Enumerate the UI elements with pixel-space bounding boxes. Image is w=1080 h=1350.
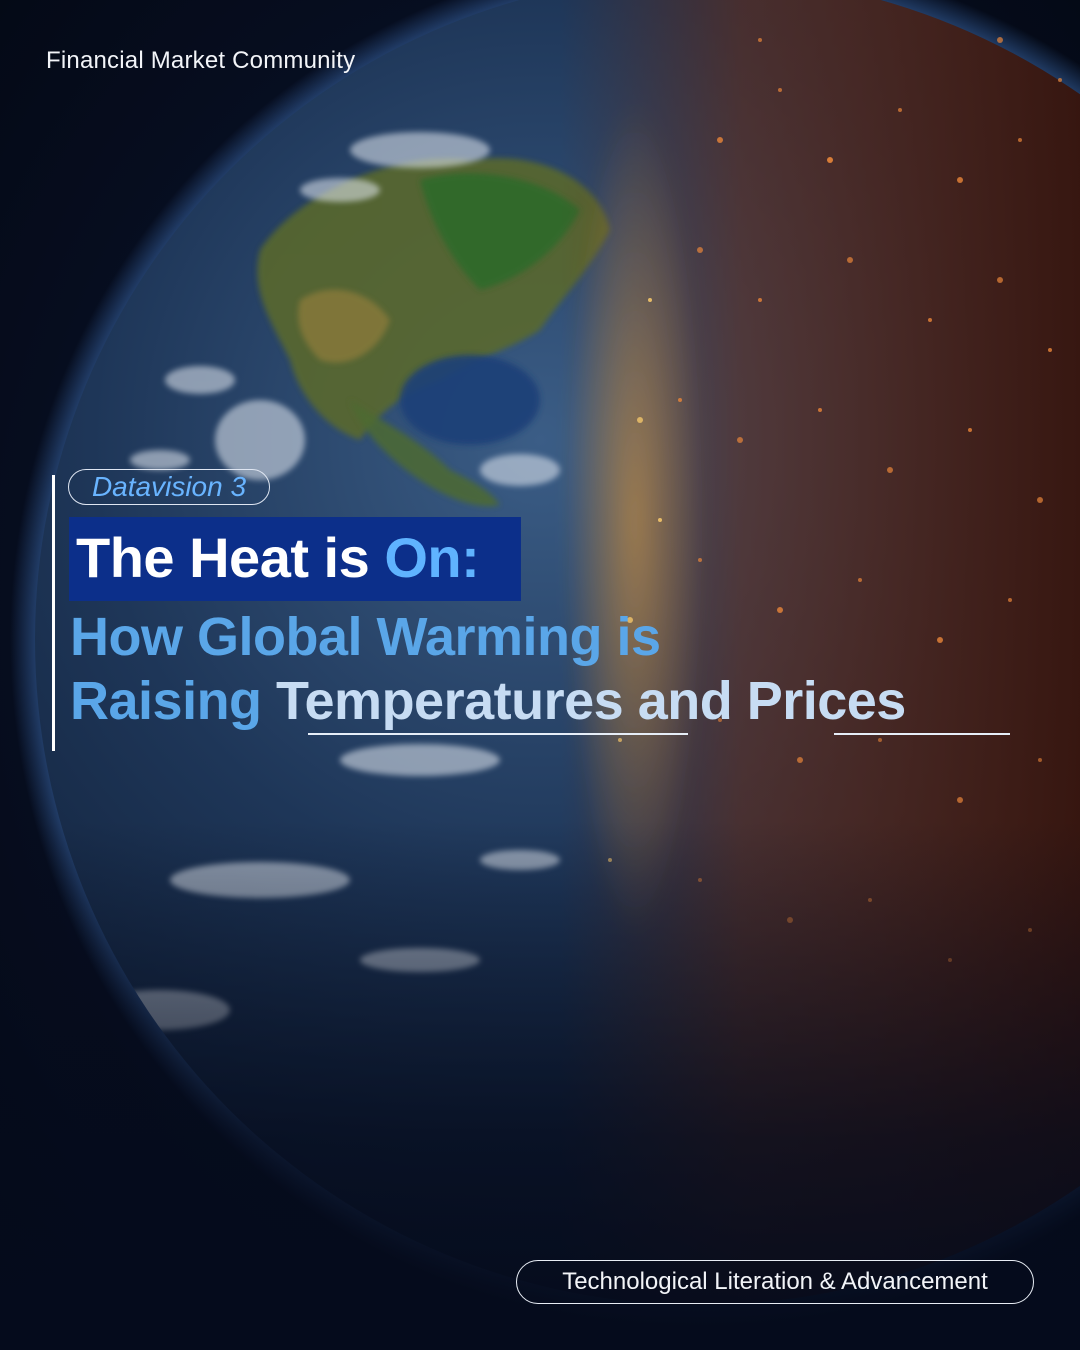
title-block: Datavision 3 The Heat is On: How Global … bbox=[52, 469, 1052, 751]
headline-accent: On: bbox=[384, 526, 480, 589]
subheadline-prices: Prices bbox=[746, 671, 907, 731]
footer-tagline: Technological Literation & Advancement bbox=[516, 1260, 1034, 1304]
subheadline-temperatures: Temperatures bbox=[276, 671, 624, 731]
brand-name: Financial Market Community bbox=[46, 47, 356, 74]
prices-underline bbox=[834, 733, 1010, 735]
subheadline-line1: How Global Warming is bbox=[70, 607, 661, 667]
headline-highlight-box bbox=[69, 517, 521, 601]
subheadline-raising: Raising bbox=[70, 671, 277, 731]
headline-main: The Heat is bbox=[76, 526, 385, 589]
subheadline-line2: Raising Temperatures and Prices bbox=[70, 669, 906, 733]
temperatures-underline bbox=[308, 733, 688, 735]
subheadline-and: and bbox=[623, 671, 747, 731]
headline: The Heat is On: bbox=[76, 522, 480, 594]
datavision-tag: Datavision 3 bbox=[68, 469, 270, 505]
title-accent-bar bbox=[52, 475, 55, 751]
